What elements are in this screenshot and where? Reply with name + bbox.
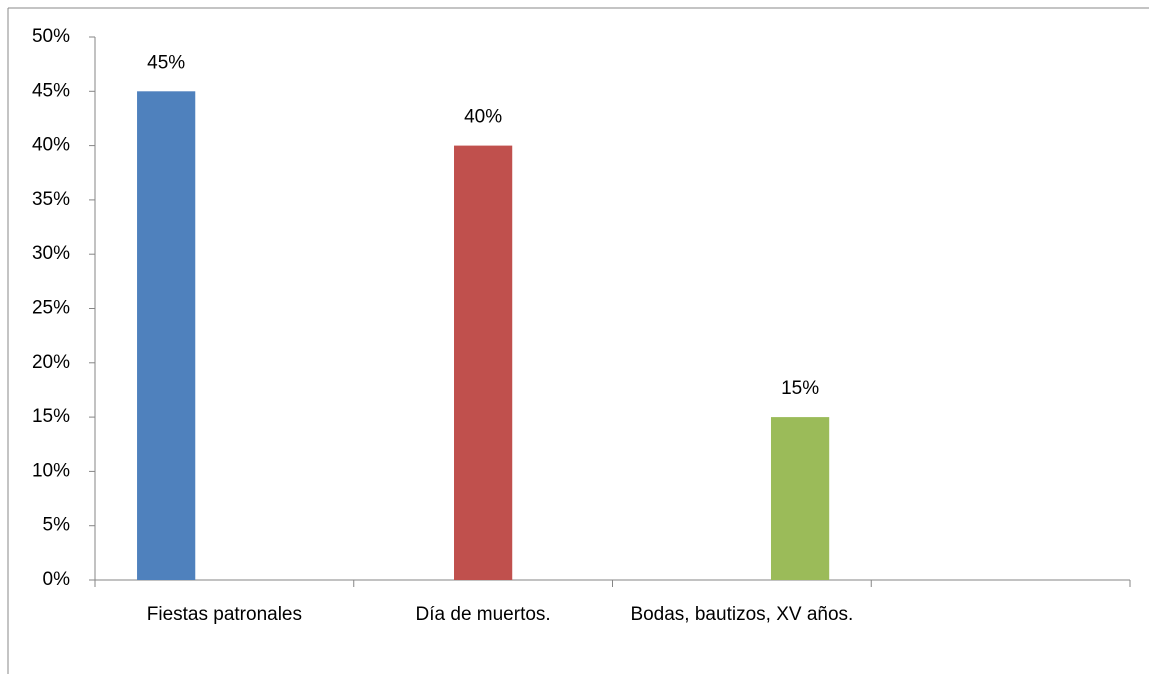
x-tick-label: Bodas, bautizos, XV años. — [630, 604, 854, 625]
y-tick-label: 50% — [32, 26, 70, 47]
y-tick-label: 40% — [32, 135, 70, 156]
y-tick-label: 35% — [32, 189, 70, 210]
y-tick-label: 0% — [43, 569, 71, 590]
data-label: 45% — [147, 52, 185, 73]
y-tick-label: 5% — [43, 515, 71, 536]
x-tick-label: Fiestas patronales — [146, 604, 302, 625]
y-tick-label: 30% — [32, 243, 70, 264]
x-tick-label: Día de muertos. — [415, 604, 551, 625]
data-label: 15% — [781, 378, 819, 399]
bar — [770, 417, 830, 580]
y-tick-label: 15% — [32, 406, 70, 427]
y-tick-label: 25% — [32, 298, 70, 319]
data-label: 40% — [464, 107, 502, 128]
bar — [137, 91, 196, 581]
y-tick-label: 20% — [32, 352, 70, 373]
y-tick-label: 45% — [32, 80, 70, 101]
bar — [454, 145, 513, 580]
y-tick-label: 10% — [32, 460, 70, 481]
